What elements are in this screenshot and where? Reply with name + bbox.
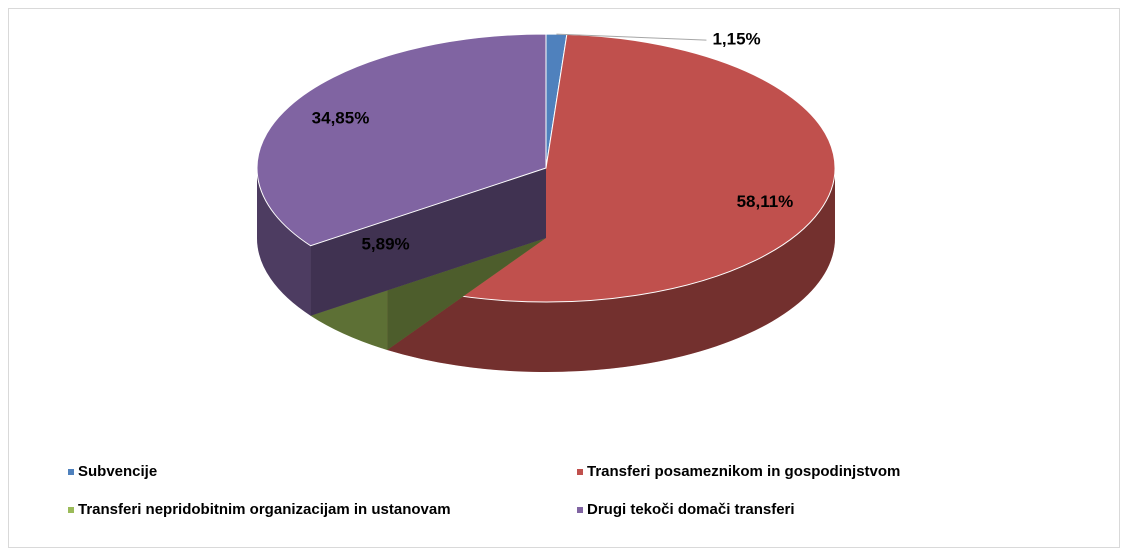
legend-label: Transferi posameznikom in gospodinjstvom [587, 463, 900, 480]
slice [256, 33, 547, 316]
legend-label: Transferi nepridobitnim organizacijam in… [78, 501, 451, 518]
legend-swatch [577, 507, 583, 513]
slice-side [257, 168, 311, 316]
data-label: 34,85% [312, 108, 370, 127]
data-label: 58,11% [737, 192, 794, 211]
slice-side [387, 168, 835, 372]
slice-shade [387, 168, 835, 372]
legend-label: Drugi tekoči domači transferi [587, 501, 795, 518]
legend-label: Subvencije [78, 463, 157, 480]
legend-swatch [68, 469, 74, 475]
legend-swatch [577, 469, 583, 475]
leader-line [556, 33, 707, 41]
slice-top [256, 33, 547, 247]
slice-shade [310, 168, 546, 316]
slice-shade [257, 168, 311, 316]
legend-swatch [68, 507, 74, 513]
data-label: 1,15% [712, 30, 760, 49]
data-label: 5,89% [361, 235, 409, 254]
